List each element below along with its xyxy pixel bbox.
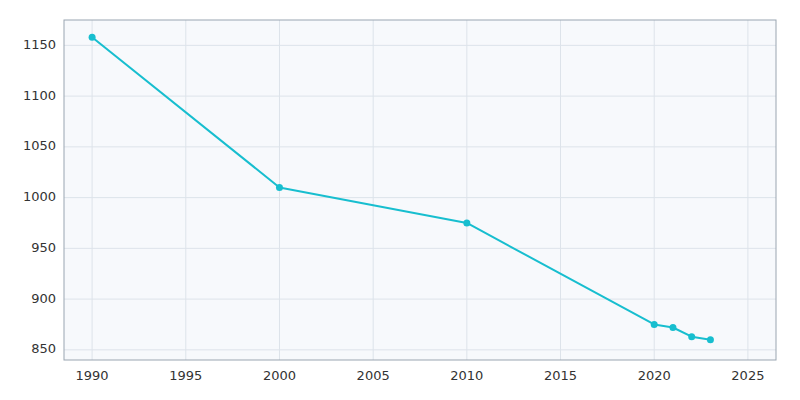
x-grid-line (185, 20, 186, 360)
point (89, 34, 96, 41)
x-grid-line (373, 20, 374, 360)
y-grid-line (64, 248, 776, 249)
point (688, 333, 695, 340)
y-grid-line (64, 146, 776, 147)
plot-background (64, 20, 776, 360)
point (463, 219, 470, 226)
x-grid-line (654, 20, 655, 360)
plot-frame (64, 20, 776, 360)
grid (64, 20, 776, 360)
y-tick-label: 900 (31, 291, 56, 306)
point (276, 184, 283, 191)
y-grid-line (64, 45, 776, 46)
y-grid-line (64, 197, 776, 198)
chart-container: 850 900 950 1000 1050 1100 1150 1990 1995 2000 200… (0, 0, 800, 400)
y-tick-label: 1050 (23, 138, 56, 153)
x-tick-label: 2005 (357, 368, 390, 383)
x-tick-label: 2010 (450, 368, 483, 383)
tick-labels: 850 900 950 1000 1050 1100 1150 1990 1995 2000 200… (23, 37, 765, 383)
y-tick-label: 850 (31, 341, 56, 356)
x-grid-line (92, 20, 93, 360)
y-grid-line (64, 96, 776, 97)
x-grid-line (560, 20, 561, 360)
y-tick-label: 1100 (23, 88, 56, 103)
y-grid-line (64, 299, 776, 300)
data-layer (89, 34, 714, 343)
x-tick-label: 2015 (544, 368, 577, 383)
x-tick-label: 2020 (638, 368, 671, 383)
y-tick-label: 1150 (23, 37, 56, 52)
x-tick-label: 1990 (76, 368, 109, 383)
x-grid-line (466, 20, 467, 360)
x-tick-label: 2000 (263, 368, 296, 383)
x-tick-label: 1995 (169, 368, 202, 383)
chart-svg: 850 900 950 1000 1050 1100 1150 1990 1995 2000 200… (0, 0, 800, 400)
line (92, 37, 710, 339)
point (707, 336, 714, 343)
x-grid-line (747, 20, 748, 360)
point (669, 324, 676, 331)
y-grid-line (64, 349, 776, 350)
y-tick-label: 1000 (23, 189, 56, 204)
x-tick-label: 2025 (731, 368, 764, 383)
point (651, 321, 658, 328)
y-tick-label: 950 (31, 240, 56, 255)
